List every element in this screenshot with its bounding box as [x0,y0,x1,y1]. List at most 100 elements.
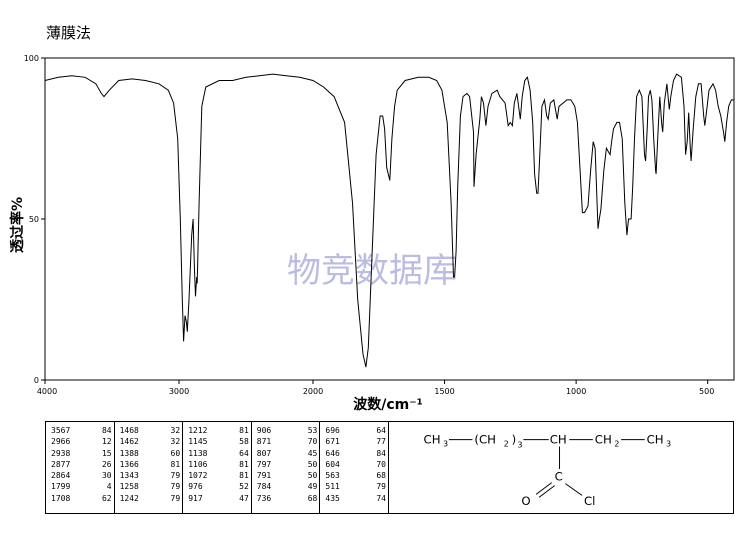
peak-wavenumber: 604 [325,459,340,469]
peak-transmittance: 79 [376,482,386,492]
peak-transmittance: 50 [307,471,318,481]
peak-row: 797 50 [257,459,318,470]
peak-row: 1799 4 [51,481,112,492]
x-tick-label: 1000 [566,387,586,396]
peak-row: 1343 79 [120,470,181,481]
page-title: 薄膜法 [46,24,92,42]
peak-wavenumber: 906 [256,426,272,435]
peak-wavenumber: 791 [256,471,272,481]
peak-row: 1242 79 [120,493,181,504]
peak-transmittance: 68 [376,471,386,481]
peak-row: 563 68 [325,470,386,481]
peak-transmittance: 52 [239,482,249,492]
peak-wavenumber: 736 [256,493,272,503]
paren-sub2: 3 [517,440,522,449]
peak-wavenumber: 2938 [51,448,71,458]
bond-cl [565,483,583,496]
peak-row: 791 50 [257,470,318,481]
peak-transmittance: 15 [101,448,112,458]
peak-wavenumber: 784 [256,482,272,492]
peak-wavenumber: 976 [188,482,203,492]
peak-wavenumber: 871 [256,437,272,447]
peak-row: 1138 64 [188,448,249,459]
peak-transmittance: 53 [307,426,318,435]
peak-row: 511 79 [325,481,386,492]
y-axis-label-text: 透过率% [9,197,26,253]
peak-row: 784 49 [257,481,318,492]
peak-column: 3567 84 2966 12 2938 15 2877 26 2864 30 1799 4 1708 6… [46,422,115,513]
peak-row: 2864 30 [51,470,112,481]
peak-wavenumber: 1138 [188,448,208,458]
y-tick-label: 0 [34,376,39,385]
peak-row: 1145 58 [188,436,249,447]
peak-wavenumber: 2877 [51,459,71,469]
peak-row: 1258 79 [120,481,181,492]
peak-transmittance: 79 [170,493,181,503]
peak-transmittance: 58 [239,437,249,447]
peak-transmittance: 81 [239,426,249,435]
peak-transmittance: 70 [307,437,318,447]
peak-transmittance: 64 [239,448,249,458]
peak-transmittance: 26 [101,459,112,469]
peak-wavenumber: 1708 [51,493,71,503]
peak-wavenumber: 2966 [51,437,71,447]
peak-row: 906 53 [257,425,318,436]
peak-row: 1366 81 [120,459,181,470]
peak-transmittance: 49 [307,482,318,492]
peak-row: 1106 81 [188,459,249,470]
peak-wavenumber: 1388 [119,448,139,458]
peak-wavenumber: 671 [325,437,340,447]
peak-transmittance: 45 [307,448,318,458]
peak-wavenumber: 1145 [188,437,208,447]
peak-row: 646 84 [325,448,386,459]
peak-column: 906 53 871 70 807 45 797 50 791 50 784 49 736 68 [252,422,321,513]
peak-transmittance: 12 [101,437,112,447]
ch3-left: CH [424,433,441,447]
oxygen-atom: O [521,494,530,508]
ch2-right-sub: 2 [614,439,619,448]
peak-wavenumber: 3567 [51,426,71,435]
peak-transmittance: 77 [376,437,386,447]
double-bond-a [535,482,552,495]
peak-row: 2938 15 [51,448,112,459]
x-tick-label: 3000 [169,387,189,396]
peak-transmittance: 84 [101,426,112,435]
peak-transmittance: 81 [239,459,249,469]
peak-row: 917 47 [188,493,249,504]
peak-wavenumber: 807 [256,448,272,458]
peak-row: 871 70 [257,436,318,447]
peak-transmittance: 64 [376,426,386,435]
chemical-structure: CH 3 (CH 2 ) 3 CH CH 2 CH 3 C O Cl [389,421,734,514]
peak-wavenumber: 1106 [188,459,208,469]
peak-wavenumber: 1258 [119,482,139,492]
double-bond-b [538,485,555,498]
carbonyl-carbon: C [555,470,563,484]
x-tick-label: 500 [699,387,714,396]
peak-transmittance: 47 [239,493,249,503]
peak-column: 1212 81 1145 58 1138 64 1106 81 1072 81 976 52 917 47 [183,422,252,513]
y-tick-label: 100 [24,54,39,63]
peak-row: 1462 32 [120,436,181,447]
peak-transmittance: 81 [239,471,249,481]
peak-transmittance: 79 [170,482,181,492]
peak-row: 1708 62 [51,493,112,504]
x-tick-label: 4000 [37,387,57,396]
peak-transmittance: 74 [376,493,386,503]
peak-row: 3567 84 [51,425,112,436]
ch3-right-sub: 3 [666,439,671,448]
peak-wavenumber: 1799 [51,482,71,492]
spectrum-line [44,73,734,368]
peak-row: 2877 26 [51,459,112,470]
peak-transmittance: 32 [170,437,181,447]
peak-transmittance: 62 [101,493,112,503]
paren-close: ) [512,433,517,447]
peak-wavenumber: 696 [325,426,340,435]
peak-wavenumber: 797 [256,459,272,469]
peak-column: 1468 32 1462 32 1388 60 1366 81 1343 79 1258 79 1242… [115,422,184,513]
peak-transmittance: 68 [307,493,318,503]
ch3-left-sub: 3 [443,439,448,448]
peak-row: 604 70 [325,459,386,470]
peak-wavenumber: 511 [325,482,340,492]
peak-wavenumber: 917 [188,493,203,503]
